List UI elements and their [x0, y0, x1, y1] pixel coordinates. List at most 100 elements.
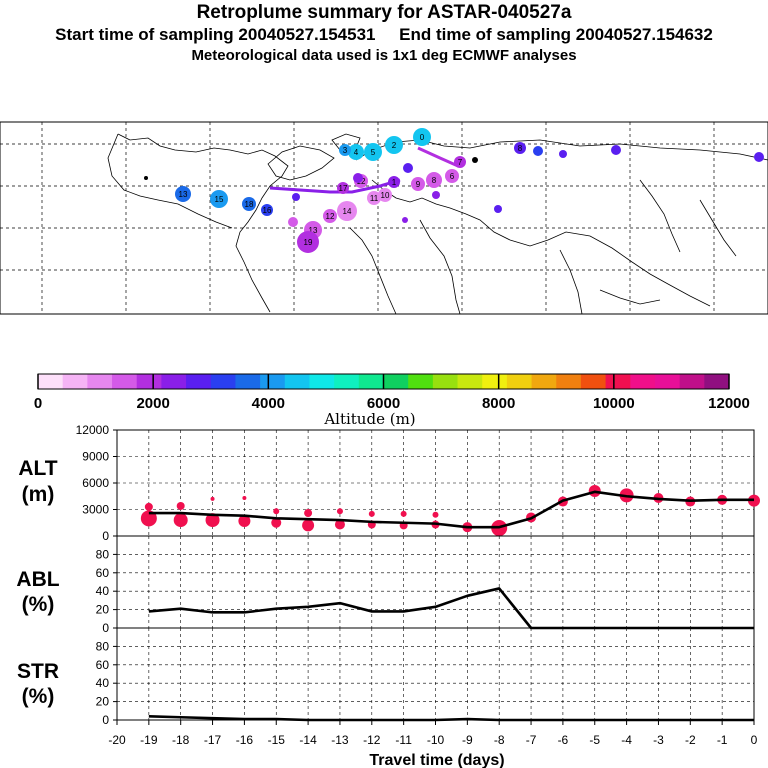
colorbar-swatch	[284, 374, 310, 389]
x-tick-label: -18	[172, 733, 190, 747]
trajectory-marker	[559, 150, 567, 158]
sampling-times: Start time of sampling 20040527.154531 E…	[0, 25, 768, 45]
colorbar-swatch	[161, 374, 187, 389]
start-time-label: Start time of sampling 20040527.154531	[55, 25, 376, 44]
x-tick-label: 0	[751, 733, 758, 747]
series-line-str	[148, 715, 754, 722]
trajectory-day-label: 10	[381, 191, 390, 200]
trajectory-dot	[454, 156, 466, 168]
trajectory-dot	[242, 197, 256, 211]
trajectory-marker	[292, 193, 300, 201]
panel-ylabel: STR	[17, 660, 59, 683]
trajectory-dot	[472, 157, 478, 163]
trajectory-marker: 18	[242, 197, 256, 211]
trajectory-marker: 14	[337, 201, 357, 221]
y-tick-label: 6000	[82, 476, 109, 490]
colorbar-swatch	[87, 374, 113, 389]
trajectory-dot	[559, 150, 567, 158]
altitude-cluster-point	[400, 510, 407, 517]
trajectory-dot	[402, 217, 408, 223]
colorbar-swatch	[38, 374, 64, 389]
x-tick-label: -8	[494, 733, 505, 747]
trajectory-day-label: 11	[370, 194, 379, 203]
colorbar-tick-label: 4000	[252, 395, 285, 412]
trajectory-dot	[754, 152, 764, 162]
trajectory-marker: 15	[210, 190, 228, 208]
y-tick-label: 80	[96, 639, 110, 653]
altitude-cluster-point	[368, 510, 375, 517]
x-tick-label: -2	[685, 733, 696, 747]
y-tick-label: 3000	[82, 503, 109, 517]
trajectory-dot	[367, 191, 381, 205]
trajectory-day-label: 0	[420, 133, 425, 142]
trajectory-marker: 10	[378, 188, 392, 202]
trajectory-dot	[413, 128, 431, 146]
y-tick-label: 0	[102, 713, 109, 727]
colorbar-swatch	[112, 374, 138, 389]
y-tick-label: 9000	[82, 450, 109, 464]
trajectory-dot	[533, 146, 543, 156]
trajectory-day-label: 8	[432, 176, 437, 185]
trajectory-day-label: 3	[343, 146, 348, 155]
trajectory-dot	[445, 169, 459, 183]
trajectory-day-label: 8	[518, 144, 523, 153]
x-axis-label: Travel time (days)	[369, 752, 504, 768]
trajectory-day-label: 14	[343, 207, 352, 216]
colorbar-swatch	[704, 374, 730, 389]
trajectory-marker: 8	[426, 172, 442, 188]
trajectory-markers: 02543768911011121417121319131518168	[144, 128, 764, 253]
x-tick-label: -6	[558, 733, 569, 747]
colorbar-swatch	[605, 374, 631, 389]
trajectory-dot	[337, 182, 349, 194]
trajectory-dot	[411, 177, 425, 191]
trajectory-dot	[292, 193, 300, 201]
trajectory-dot	[514, 142, 526, 154]
trajectory-dot	[353, 173, 363, 183]
met-data-label: Meteorological data used is 1x1 deg ECMW…	[191, 47, 577, 64]
altitude-cluster-point	[302, 519, 315, 532]
altitude-cluster-point	[173, 513, 188, 528]
panel-ylabel: ALT	[18, 457, 57, 480]
altitude-cluster-point	[176, 501, 185, 510]
trajectory-marker: 0	[413, 128, 431, 146]
x-tick-label: -19	[140, 733, 158, 747]
x-axis: -20 -19 -18 -17 -16 -15 -14 -13 -12 -11 -10 -9 -8 -7-…	[108, 720, 758, 747]
colorbar-swatch	[654, 374, 681, 389]
trajectory-dot	[378, 188, 392, 202]
trajectory-marker: 16	[261, 204, 273, 216]
x-tick-label: -14	[299, 733, 317, 747]
x-tick-label: -1	[717, 733, 728, 747]
trajectory-day-label: 16	[263, 206, 272, 215]
colorbar-tick-label: 6000	[367, 395, 400, 412]
panel-ylabel-unit: (%)	[22, 685, 55, 708]
trajectory-path	[417, 146, 459, 168]
trajectory-day-label: 17	[339, 184, 348, 193]
panel-alt: 0 3000 6000 9000 12000 ALT (m)	[18, 423, 760, 543]
trajectory-dot	[611, 145, 621, 155]
trajectory-marker: 1	[388, 176, 400, 188]
trajectory-day-label: 13	[179, 190, 188, 199]
trajectory-marker: 12	[323, 209, 337, 223]
trajectory-day-label: 13	[309, 226, 318, 235]
trajectory-dot	[261, 204, 273, 216]
trajectory-marker: 9	[411, 177, 425, 191]
colorbar-swatch	[235, 374, 261, 389]
colorbar-swatch	[580, 374, 607, 389]
trajectory-marker: 2	[385, 136, 403, 154]
time-series-panels: 030006000900012000ALT(m)020406080ABL(%)0…	[16, 423, 760, 747]
trajectory-marker	[432, 191, 440, 199]
colorbar-swatch	[62, 374, 88, 389]
altitude-cluster-point	[334, 519, 345, 530]
trajectory-dot	[323, 209, 337, 223]
colorbar-tick-label: 10000	[593, 395, 635, 412]
colorbar-swatch	[210, 374, 236, 389]
trajectory-marker: 8	[514, 142, 526, 154]
colorbar-swatch	[679, 374, 705, 389]
panel-abl: 0 20 40 60 80 ABL(%)	[16, 535, 755, 635]
trajectory-dot	[494, 205, 502, 213]
y-tick-label: 60	[96, 566, 110, 580]
trajectory-day-label: 15	[215, 195, 224, 204]
colorbar-swatch	[457, 374, 483, 389]
trajectory-dot	[144, 176, 148, 180]
